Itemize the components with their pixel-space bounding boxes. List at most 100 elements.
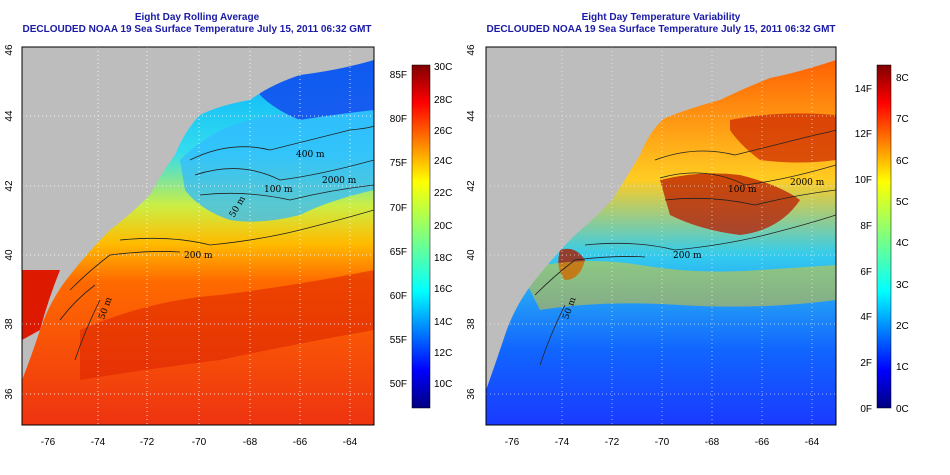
left-x-tick: -76 — [41, 437, 56, 448]
right-cb-c: 1C — [896, 362, 909, 373]
right-cb-c: 8C — [896, 73, 909, 84]
right-cb-f: 12F — [855, 129, 872, 140]
left-chesapeake-warm — [22, 270, 60, 340]
right-cb-c: 5C — [896, 197, 909, 208]
right-contour-label-200: 200 m — [673, 251, 702, 261]
right-x-tick: -64 — [805, 437, 820, 448]
right-y-axis: 36 38 40 42 44 46 — [466, 44, 477, 400]
right-cb-c: 0C — [896, 404, 909, 415]
right-cb-f: 2F — [860, 358, 872, 369]
right-x-tick: -74 — [555, 437, 570, 448]
left-colorbar — [411, 64, 431, 409]
left-land — [22, 47, 374, 380]
left-contour-label-200: 200 m — [184, 251, 213, 261]
right-x-tick: -68 — [705, 437, 720, 448]
left-map — [22, 47, 374, 425]
right-contours — [534, 129, 836, 366]
left-map-title-line2: DECLOUDED NOAA 19 Sea Surface Temperatur… — [22, 24, 372, 35]
right-contour-label-100: 100 m — [728, 185, 757, 195]
right-cb-f: 6F — [860, 267, 872, 278]
left-cb-f: 50F — [390, 379, 407, 390]
right-cb-f: 14F — [855, 84, 872, 95]
left-cb-c: 18C — [434, 253, 452, 264]
left-cb-f: 55F — [390, 335, 407, 346]
left-cb-c: 10C — [434, 379, 452, 390]
right-cb-c: 7C — [896, 114, 909, 125]
left-y-tick: 40 — [4, 249, 15, 261]
left-map-frame — [21, 46, 375, 426]
left-y-tick: 36 — [4, 388, 15, 400]
left-x-tick: -72 — [140, 437, 155, 448]
left-cb-f: 65F — [390, 247, 407, 258]
left-cb-c: 20C — [434, 221, 452, 232]
right-x-tick: -66 — [755, 437, 770, 448]
right-colorbar — [876, 64, 892, 409]
right-contour-label-2000: 2000 m — [790, 178, 825, 188]
left-contours — [59, 125, 374, 361]
right-colorbar-c-labels: 8C 7C 6C 5C 4C 3C 2C 1C 0C — [896, 73, 909, 415]
left-x-tick: -70 — [192, 437, 207, 448]
left-cb-c: 12C — [434, 348, 452, 359]
right-map-frame — [485, 46, 837, 426]
left-contour-label-100: 100 m — [264, 185, 293, 195]
left-y-tick: 46 — [4, 44, 15, 56]
right-x-tick: -76 — [505, 437, 520, 448]
right-x-axis: -76 -74 -72 -70 -68 -66 -64 — [505, 437, 820, 448]
left-cold-region — [180, 95, 374, 222]
left-cb-c: 14C — [434, 317, 452, 328]
right-cb-c: 2C — [896, 321, 909, 332]
right-mid-band — [520, 261, 836, 310]
left-x-tick: -74 — [91, 437, 106, 448]
right-high-variability-north — [730, 113, 836, 163]
left-cb-c: 24C — [434, 156, 452, 167]
left-cb-c: 22C — [434, 188, 452, 199]
right-cb-f: 0F — [860, 404, 872, 415]
right-y-tick: 38 — [466, 318, 477, 330]
left-x-tick: -66 — [293, 437, 308, 448]
right-y-tick: 36 — [466, 388, 477, 400]
right-high-variability — [660, 173, 800, 235]
left-contour-label-400: 400 m — [296, 150, 325, 160]
left-cb-c: 28C — [434, 95, 452, 106]
right-cb-c: 3C — [896, 280, 909, 291]
left-grid — [22, 47, 374, 425]
right-land — [486, 47, 836, 390]
left-y-tick: 44 — [4, 110, 15, 122]
left-colorbar-f-labels: 85F 80F 75F 70F 65F 60F 55F 50F — [390, 70, 407, 390]
left-coldest-region — [260, 50, 374, 120]
left-gulf-stream — [80, 270, 374, 380]
right-map-title-line1: Eight Day Temperature Variability — [581, 12, 741, 23]
right-coastal-patch — [558, 248, 585, 280]
right-x-tick: -72 — [605, 437, 620, 448]
right-cb-f: 8F — [860, 221, 872, 232]
left-cb-f: 85F — [390, 70, 407, 81]
right-cb-f: 4F — [860, 312, 872, 323]
right-cb-c: 6C — [896, 156, 909, 167]
right-colorbar-f-labels: 14F 12F 10F 8F 6F 4F 2F 0F — [855, 84, 872, 415]
right-y-tick: 44 — [466, 110, 477, 122]
left-y-axis: 36 38 40 42 44 46 — [4, 44, 15, 400]
right-map — [486, 47, 836, 425]
left-y-tick: 38 — [4, 318, 15, 330]
left-map-title-line1: Eight Day Rolling Average — [134, 12, 260, 23]
left-cb-c: 30C — [434, 62, 452, 73]
left-y-tick: 42 — [4, 180, 15, 192]
right-cb-f: 10F — [855, 175, 872, 186]
left-cb-c: 26C — [434, 126, 452, 137]
left-cb-f: 70F — [390, 203, 407, 214]
right-y-tick: 40 — [466, 249, 477, 261]
left-cb-f: 75F — [390, 158, 407, 169]
left-cb-f: 60F — [390, 291, 407, 302]
left-cb-c: 16C — [434, 284, 452, 295]
left-contour-label-2000: 2000 m — [322, 176, 357, 186]
right-cb-c: 4C — [896, 238, 909, 249]
left-x-tick: -68 — [243, 437, 258, 448]
right-y-tick: 42 — [466, 180, 477, 192]
right-map-title-line2: DECLOUDED NOAA 19 Sea Surface Temperatur… — [486, 24, 836, 35]
left-cb-f: 80F — [390, 114, 407, 125]
left-x-axis: -76 -74 -72 -70 -68 -66 -64 — [41, 437, 358, 448]
right-map-title: Eight Day Temperature Variability DECLOU… — [486, 12, 836, 36]
left-colorbar-c-labels: 30C 28C 26C 24C 22C 20C 18C 16C 14C 12C … — [434, 62, 452, 390]
left-map-title: Eight Day Rolling Average DECLOUDED NOAA… — [22, 12, 372, 36]
